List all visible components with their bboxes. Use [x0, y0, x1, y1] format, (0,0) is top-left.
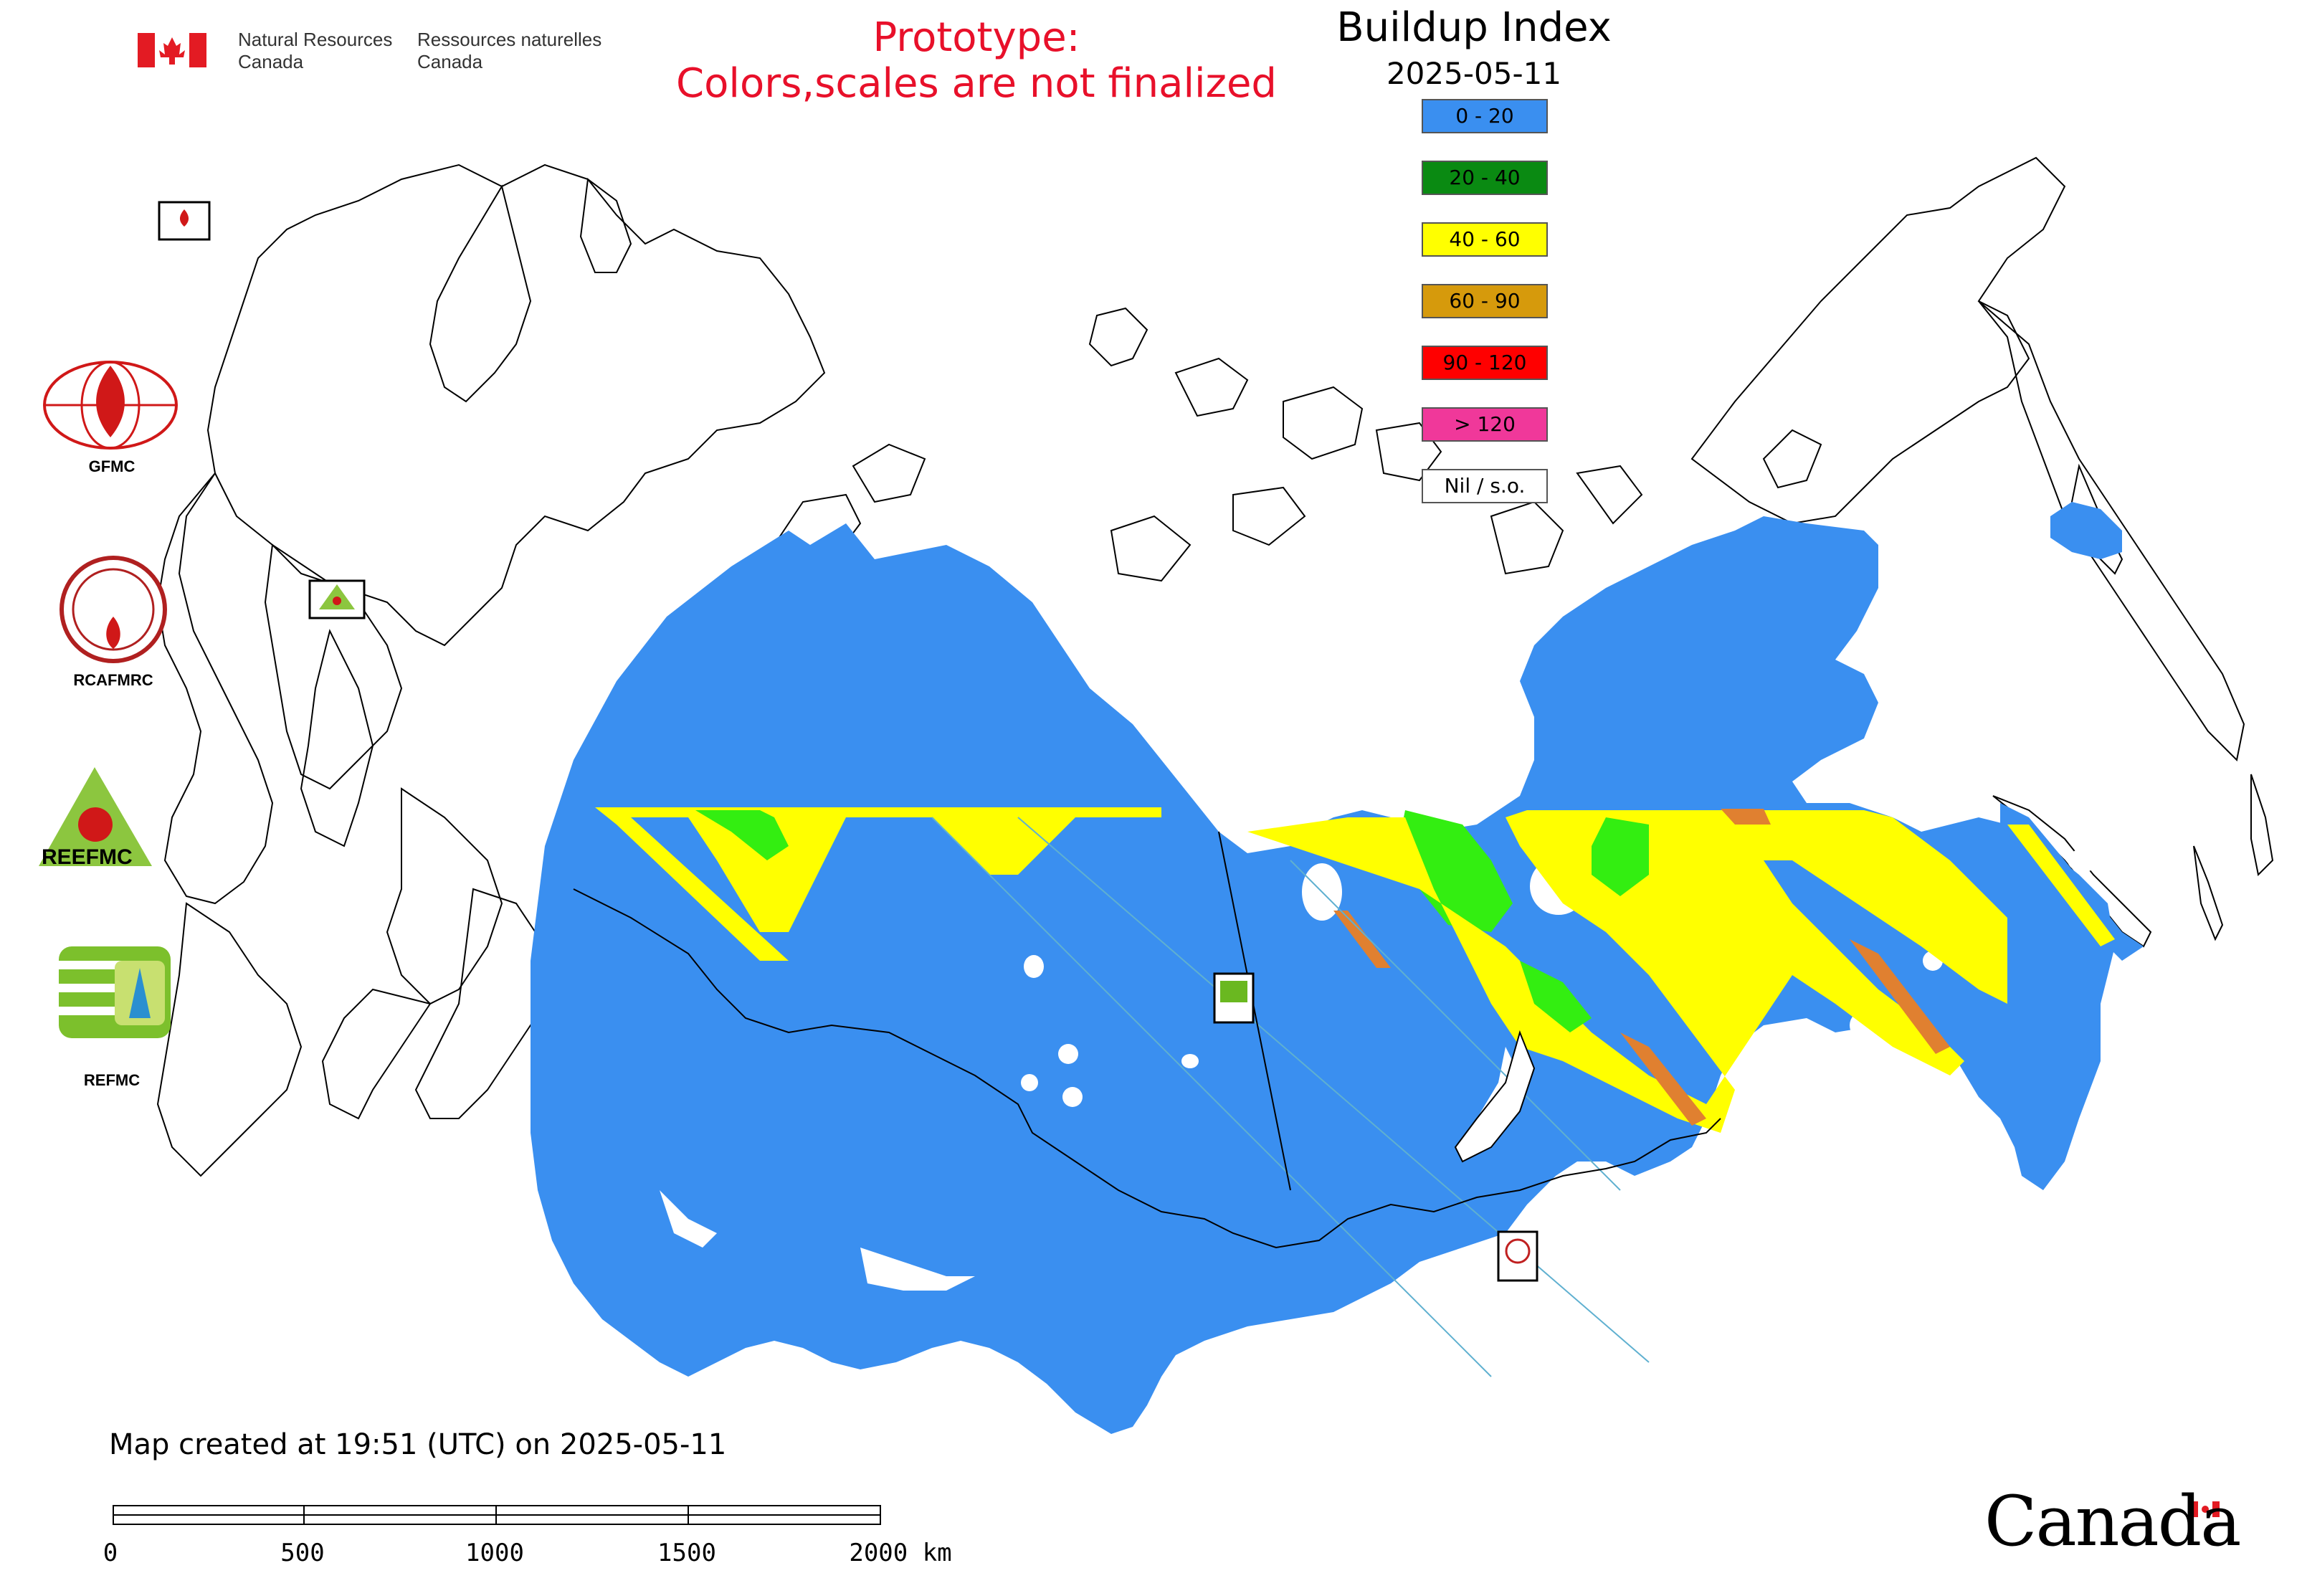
canada-wordmark: Canada: [1984, 1481, 2241, 1562]
gfmc-map-marker: [158, 201, 211, 241]
country-borders: [573, 831, 1721, 1249]
buildup-index-raster: [531, 502, 2144, 1434]
bui-region-east-patch: [2050, 502, 2122, 559]
gfmc-label: GFMC: [88, 457, 135, 475]
legend-item-60-90: 60 - 90: [1422, 284, 1548, 318]
reefmc-wordmark: REEFMC: [42, 845, 133, 869]
scale-label-500: 500: [280, 1539, 325, 1567]
legend-date: 2025-05-11: [1386, 56, 1562, 91]
band-green-east: [1592, 817, 1649, 896]
scale-label-1500: 1500: [657, 1539, 716, 1567]
scale-bar: [113, 1505, 881, 1525]
legend-item-20-40: 20 - 40: [1422, 161, 1548, 195]
agency-fr-line1: Ressources naturelles: [417, 29, 602, 50]
europe-outline: [156, 163, 826, 1177]
agency-en-line1: Natural Resources: [238, 29, 393, 50]
band-orange-streak-1: [1333, 911, 1391, 968]
band-sakhalin-streak: [2007, 825, 2115, 946]
scale-label-1000: 1000: [465, 1539, 524, 1567]
lake-baikal: [1454, 1030, 1536, 1163]
canada-flag-icon: [138, 33, 206, 67]
rcafmrc-map-marker: [1497, 1230, 1538, 1282]
refmc-label: REFMC: [83, 1071, 141, 1089]
arctic-islands: [773, 307, 1643, 582]
reefmc-map-marker: [308, 579, 366, 619]
bui-region-west: [531, 516, 2115, 1434]
legend-item-0-20: 0 - 20: [1422, 99, 1548, 133]
legend-item-over-120: > 120: [1422, 407, 1548, 442]
agency-en-line2: Canada: [238, 51, 304, 72]
band-yellow-west: [595, 807, 1161, 961]
map-created-timestamp: Map created at 19:51 (UTC) on 2025-05-11: [109, 1428, 727, 1461]
scale-label-0: 0: [103, 1539, 118, 1567]
band-green-central: [1398, 810, 1513, 932]
scale-label-2000: 2000 km: [849, 1539, 952, 1567]
band-orange-east: [1721, 809, 1771, 825]
bui-elevated-band: [595, 807, 2115, 1133]
band-orange-streak-2: [1850, 939, 1950, 1054]
band-green-amur: [1520, 961, 1592, 1032]
rcafmrc-logo: [60, 556, 167, 663]
legend-title: Buildup Index: [1336, 4, 1612, 51]
legend-item-nil: Nil / s.o.: [1422, 469, 1548, 503]
prototype-note: Colors,scales are not finalized: [676, 60, 1277, 107]
refmc-map-marker: [1213, 972, 1255, 1024]
agency-name-fr: Ressources naturelles Canada: [417, 29, 601, 73]
bui-diagonal-streaks: [931, 817, 1650, 1377]
agency-name-en: Natural Resources Canada: [238, 29, 392, 73]
legend-item-40-60: 40 - 60: [1422, 222, 1548, 257]
band-orange-streak-3: [1620, 1032, 1706, 1126]
gfmc-logo: [43, 361, 178, 450]
rcafmrc-label: RCAFMRC: [73, 671, 153, 689]
prototype-heading: Prototype:: [872, 14, 1080, 61]
legend-item-90-120: 90 - 120: [1422, 346, 1548, 380]
agency-fr-line2: Canada: [417, 51, 483, 72]
refmc-logo: [59, 946, 171, 1038]
canada-wordmark-flag-icon: [2191, 1501, 2220, 1517]
reefmc-logo: REEFMC: [39, 767, 152, 869]
band-green-west: [695, 810, 789, 860]
